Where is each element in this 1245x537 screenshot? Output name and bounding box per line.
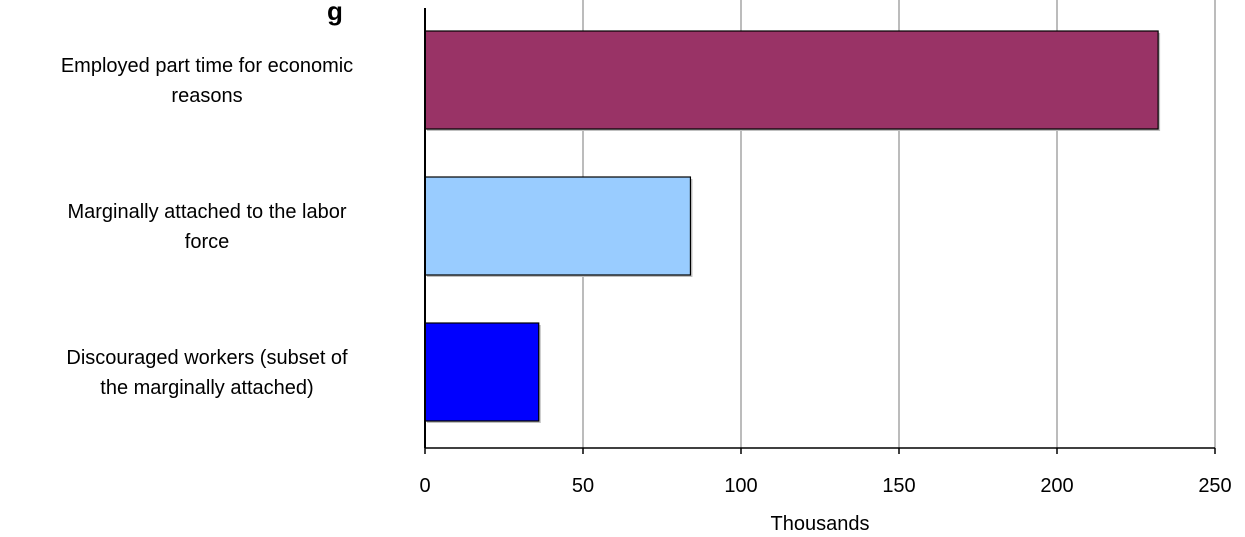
x-tick-label: 150 [882, 475, 915, 497]
x-tick-label: 100 [724, 475, 757, 497]
chart-title-fragment: g [327, 0, 343, 26]
x-tick-label: 250 [1198, 475, 1231, 497]
category-label: Discouraged workers (subset of [66, 347, 348, 369]
category-label: force [185, 231, 229, 253]
category-label: the marginally attached) [100, 377, 313, 399]
category-label: Employed part time for economic [61, 55, 353, 77]
x-tick-label: 0 [419, 475, 430, 497]
bars [424, 30, 1161, 423]
bar [424, 176, 692, 276]
category-labels: Employed part time for economic reasons Ma… [61, 55, 353, 399]
axes [424, 8, 1216, 454]
x-tick-labels: 0 50 100 150 200 250 [419, 475, 1231, 497]
bar [424, 322, 540, 422]
x-axis-title: Thousands [771, 513, 870, 535]
bar [424, 30, 1159, 130]
x-tick-label: 200 [1040, 475, 1073, 497]
category-label: reasons [171, 85, 242, 107]
category-label: Marginally attached to the labor [67, 201, 346, 223]
x-tick-label: 50 [572, 475, 594, 497]
